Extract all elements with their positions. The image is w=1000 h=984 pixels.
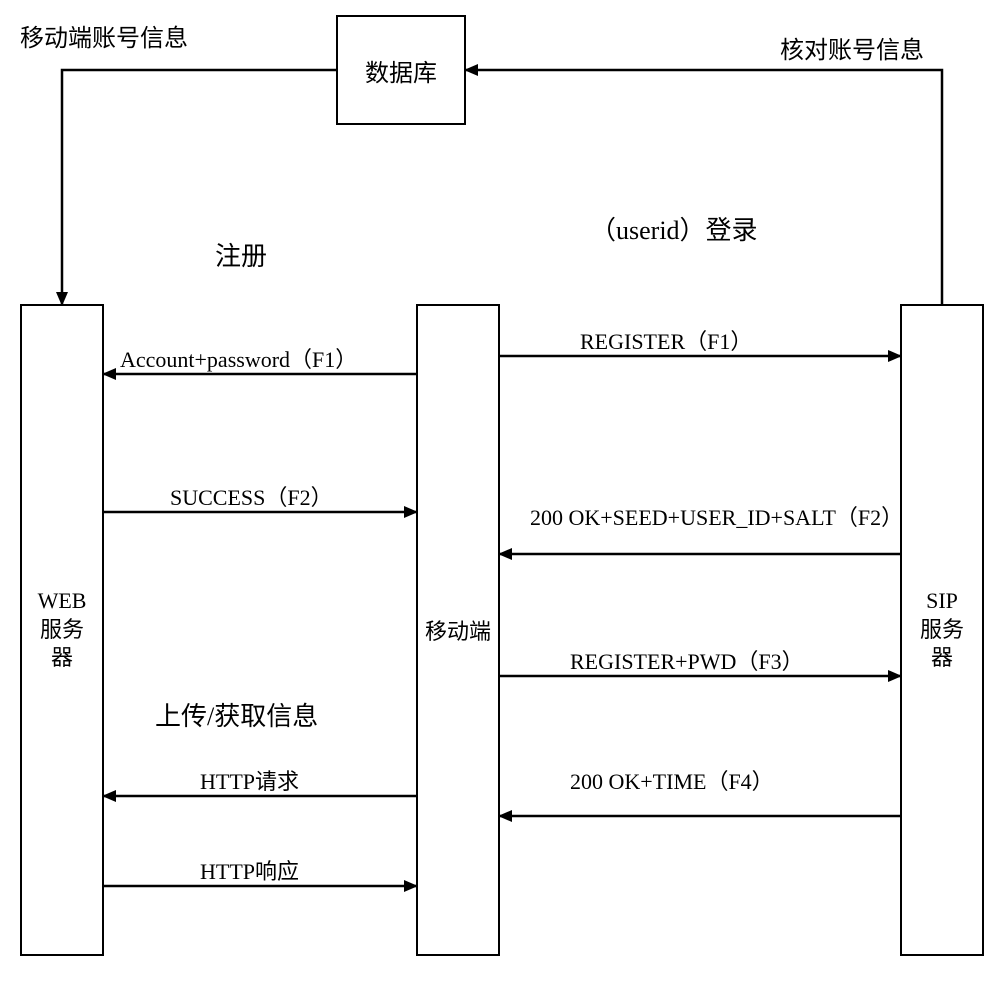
arrow-sip-to-db — [466, 70, 942, 304]
msg-left-1: SUCCESS（F2） — [170, 480, 333, 512]
web-server-label: WEB服务器 — [20, 587, 105, 673]
web-server-box: WEB服务器 — [20, 304, 104, 956]
section-upload-fetch: 上传/获取信息 — [155, 696, 318, 733]
msg-right-1: 200 OK+SEED+USER_ID+SALT（F2） — [530, 500, 903, 532]
arrow-db-to-web — [62, 70, 336, 304]
msg-right-0: REGISTER（F1） — [580, 324, 752, 356]
db-label: 数据库 — [365, 53, 437, 88]
sip-server-box: SIP服务器 — [900, 304, 984, 956]
top-right-label: 核对账号信息 — [780, 30, 924, 65]
msg-right-2: REGISTER+PWD（F3） — [570, 644, 804, 676]
section-login: （userid）登录 — [590, 210, 758, 247]
msg-left-3: HTTP响应 — [200, 854, 299, 886]
sip-server-label: SIP服务器 — [902, 587, 982, 673]
mobile-label: 移动端 — [425, 614, 491, 646]
top-left-label: 移动端账号信息 — [20, 18, 188, 53]
section-register: 注册 — [215, 236, 267, 273]
mobile-box: 移动端 — [416, 304, 500, 956]
db-box: 数据库 — [336, 15, 466, 125]
diagram-stage: 数据库 WEB服务器 移动端 SIP服务器 移动端账号信息 核对账号信息 注册 … — [0, 0, 1000, 984]
msg-right-3: 200 OK+TIME（F4） — [570, 764, 774, 796]
arrows-layer — [0, 0, 1000, 984]
msg-left-2: HTTP请求 — [200, 764, 299, 796]
msg-left-0: Account+password（F1） — [120, 342, 357, 374]
